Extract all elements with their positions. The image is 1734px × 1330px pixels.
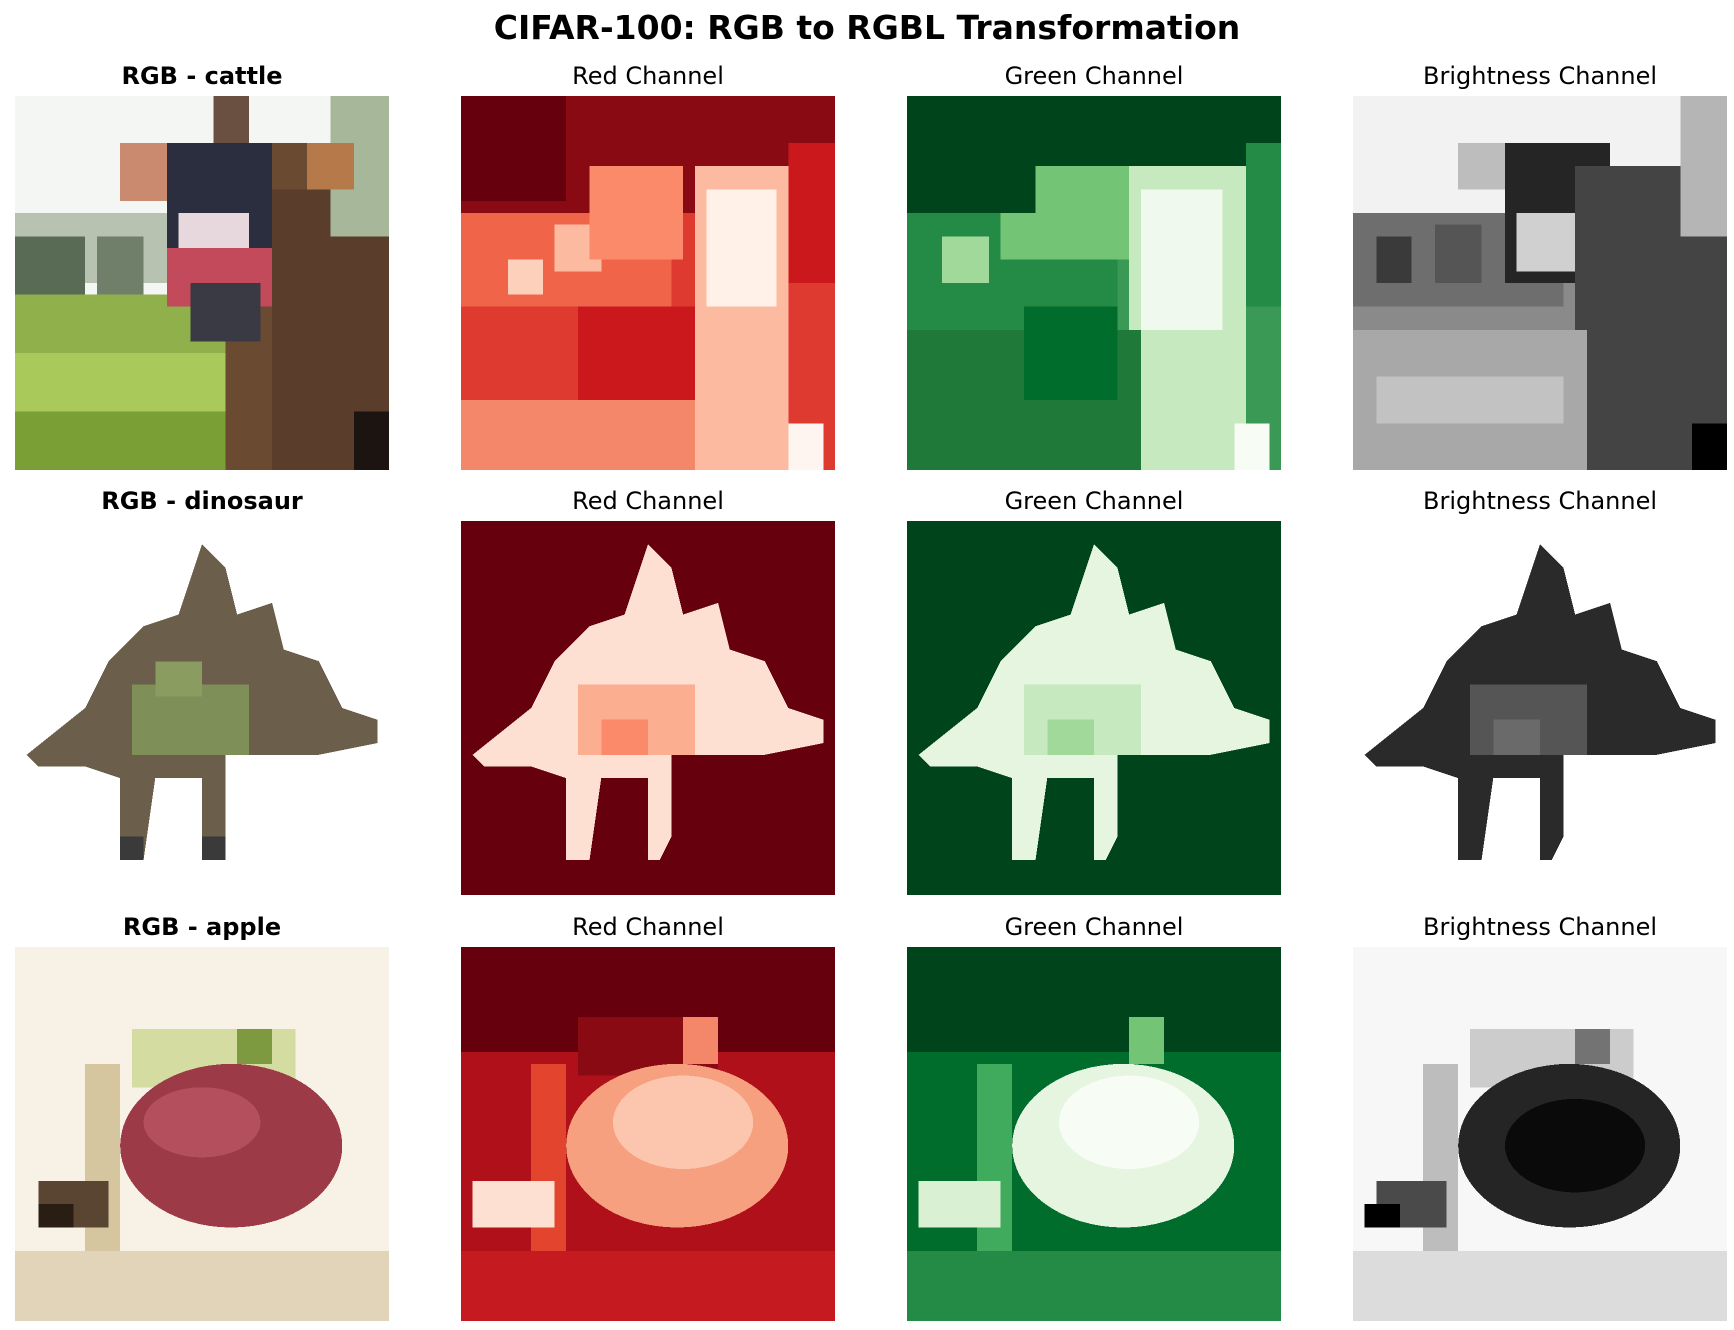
panel-title: Red Channel [572,62,724,90]
panel-title: Red Channel [572,487,724,515]
panel-title: Brightness Channel [1423,913,1657,941]
panel-apple-green: Green Channel [907,913,1281,1323]
panel-cattle-green: Green Channel [907,62,1281,472]
panel-title: Brightness Channel [1423,487,1657,515]
panel-apple-red: Red Channel [461,913,835,1323]
dinosaur-red-channel-image [461,521,835,895]
apple-brightness-channel-image [1353,947,1727,1321]
panel-title: RGB - cattle [121,62,283,90]
panel-title: Green Channel [1004,62,1184,90]
apple-red-channel-image [461,947,835,1321]
apple-green-channel-image [907,947,1281,1321]
cattle-green-channel-image [907,96,1281,470]
panel-title: RGB - apple [122,913,282,941]
panel-apple-brightness: Brightness Channel [1353,913,1727,1323]
dinosaur-brightness-channel-image [1353,521,1727,895]
panel-title: Green Channel [1004,487,1184,515]
panel-cattle-brightness: Brightness Channel [1353,62,1727,472]
panel-title: Red Channel [572,913,724,941]
dinosaur-green-channel-image [907,521,1281,895]
panel-dinosaur-brightness: Brightness Channel [1353,487,1727,897]
dinosaur-rgb-image [15,521,389,895]
panel-title: Green Channel [1004,913,1184,941]
panel-dinosaur-green: Green Channel [907,487,1281,897]
cattle-red-channel-image [461,96,835,470]
apple-rgb-image [15,947,389,1321]
panel-dinosaur-rgb: RGB - dinosaur [15,487,389,897]
panel-dinosaur-red: Red Channel [461,487,835,897]
panel-title: Brightness Channel [1423,62,1657,90]
panel-apple-rgb: RGB - apple [15,913,389,1323]
panel-cattle-red: Red Channel [461,62,835,472]
panel-title: RGB - dinosaur [101,487,303,515]
figure-title: CIFAR-100: RGB to RGBL Transformation [493,8,1241,47]
cattle-rgb-image [15,96,389,470]
panel-cattle-rgb: RGB - cattle [15,62,389,472]
cattle-brightness-channel-image [1353,96,1727,470]
